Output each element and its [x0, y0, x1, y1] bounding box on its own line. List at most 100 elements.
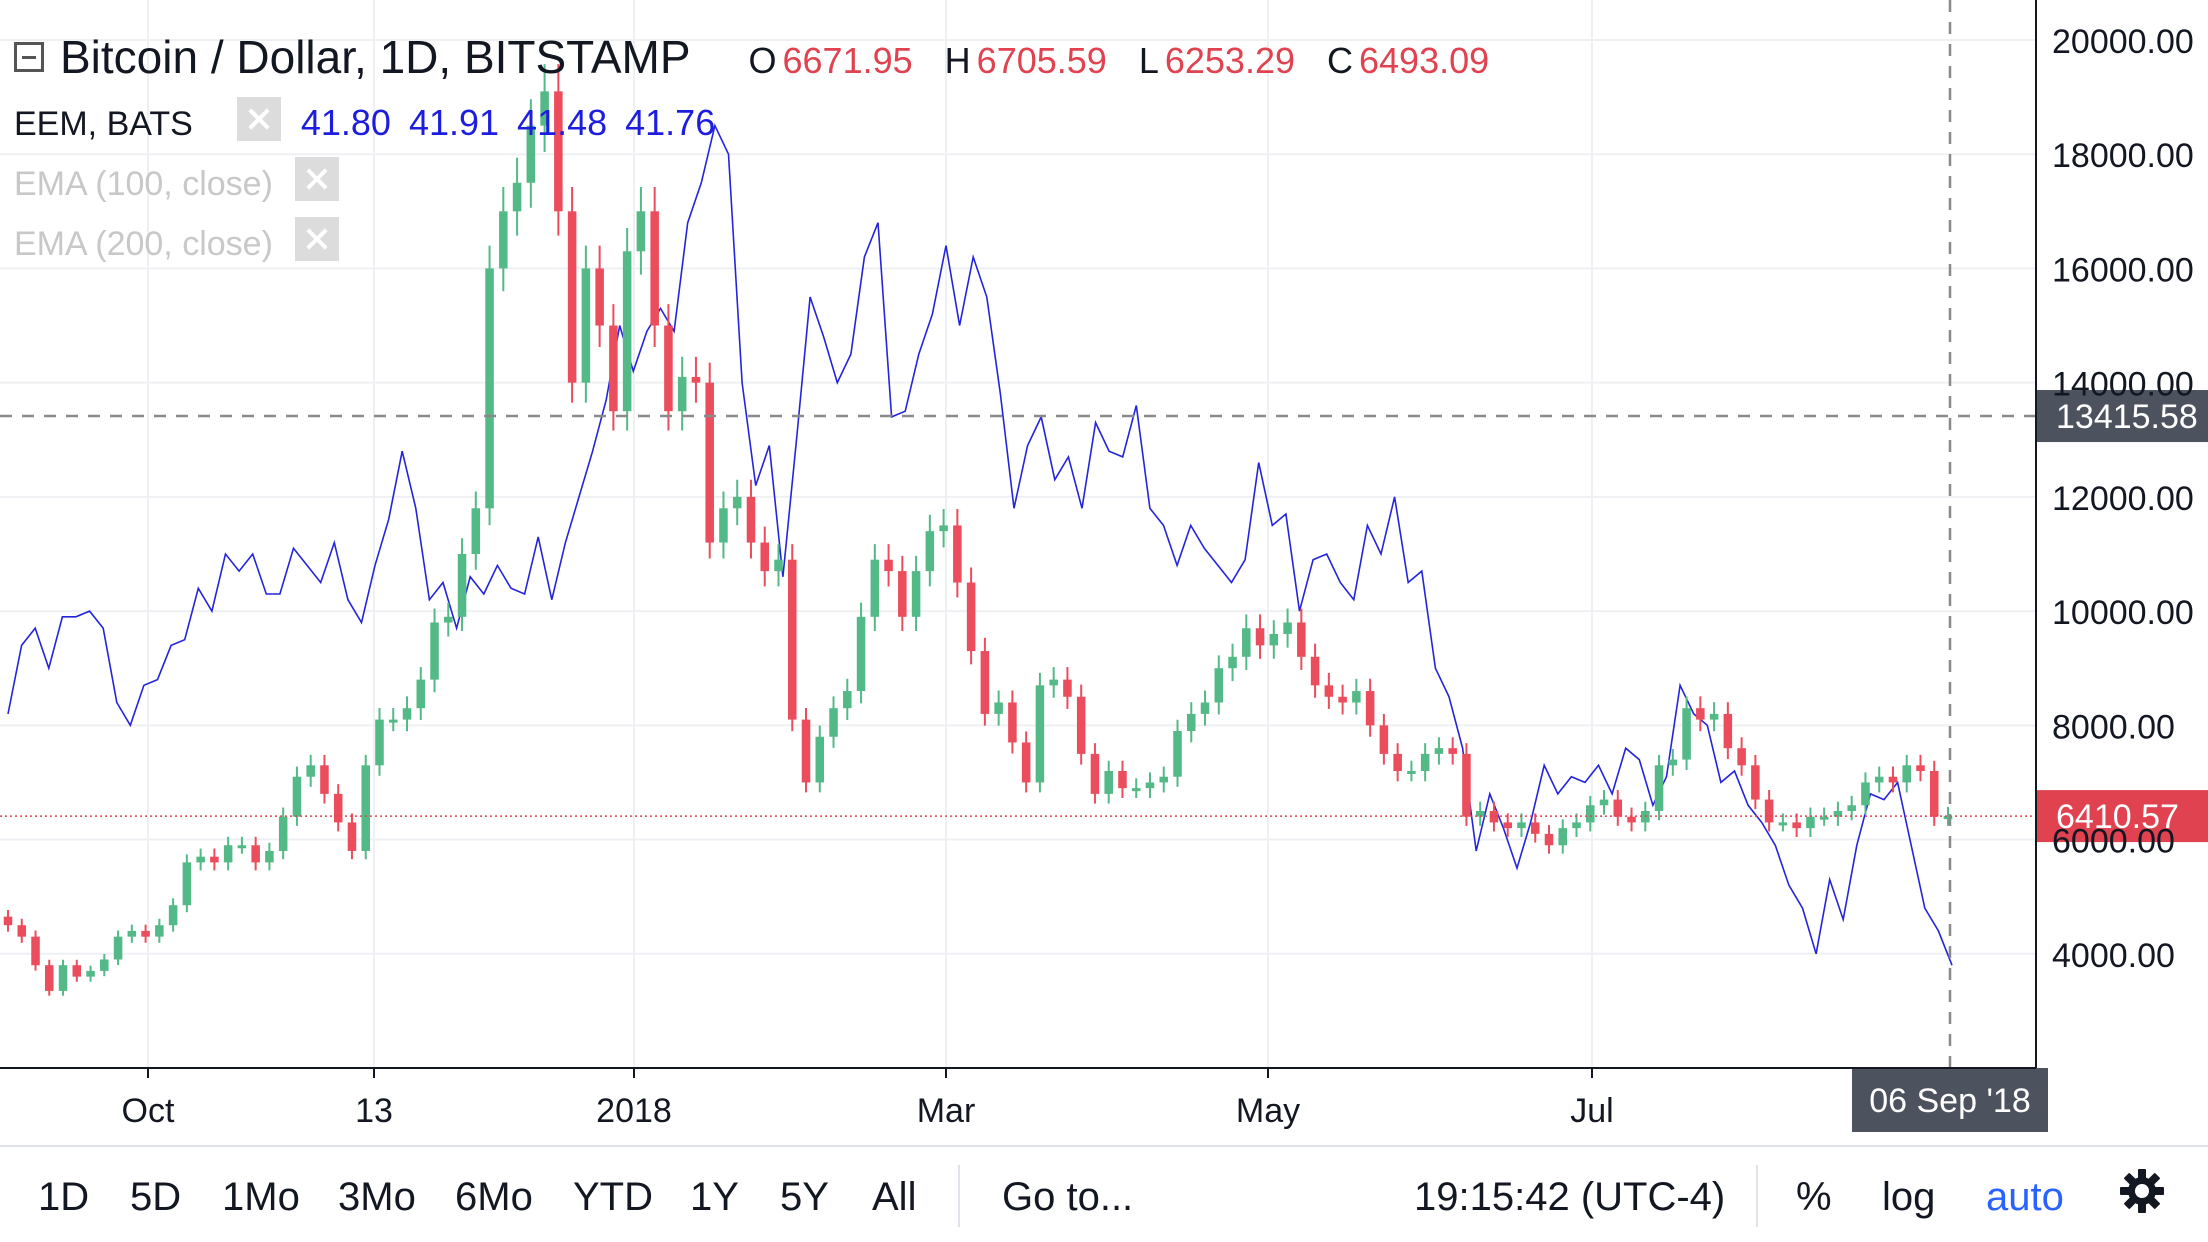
- candle: [457, 538, 467, 631]
- candle: [31, 930, 40, 971]
- candle-body: [1090, 753, 1100, 794]
- candle: [444, 602, 453, 637]
- candle-body: [31, 936, 40, 966]
- candle: [1379, 713, 1389, 765]
- price-chart[interactable]: 6410.57 13415.58 06 Sep '18 4000.00 6000.00…: [0, 0, 2208, 1145]
- y-tick-label: 20000.00: [2052, 23, 2194, 61]
- candle-body: [1173, 731, 1182, 777]
- candle: [86, 965, 95, 982]
- candle: [45, 959, 54, 996]
- candle-body: [1572, 822, 1581, 829]
- candle: [1723, 702, 1733, 760]
- candle: [856, 602, 866, 704]
- candle-body: [1324, 685, 1334, 697]
- remove-ema200-icon[interactable]: [294, 216, 339, 261]
- candle: [787, 544, 797, 732]
- candle-body: [1420, 753, 1430, 772]
- chart-area[interactable]: 6410.57 13415.58 06 Sep '18 4000.00 6000.00…: [0, 0, 2208, 1145]
- clock-timezone[interactable]: 19:15:42 (UTC-4): [1414, 1175, 1726, 1219]
- symbol-title: Bitcoin / Dollar, 1D, BITSTAMP: [60, 31, 690, 83]
- range-6mo-button[interactable]: 6Mo: [455, 1175, 533, 1219]
- candle: [416, 667, 426, 721]
- candle-body: [911, 571, 921, 617]
- ohlc-value: 6493.09: [1359, 40, 1490, 81]
- candle: [1269, 620, 1279, 659]
- candle-body: [760, 542, 770, 572]
- candle: [774, 544, 783, 587]
- candle: [1173, 719, 1182, 787]
- candle: [1792, 813, 1801, 837]
- candle: [609, 304, 618, 431]
- toolbar-divider: [1756, 1165, 1758, 1227]
- candle: [1654, 754, 1664, 821]
- goto-button[interactable]: Go to...: [1002, 1175, 1134, 1219]
- gear-icon[interactable]: [2118, 1167, 2166, 1215]
- candle-body: [1407, 771, 1416, 775]
- candle: [375, 708, 384, 776]
- candle: [677, 356, 687, 431]
- candle-body: [829, 708, 838, 737]
- collapse-icon[interactable]: [14, 41, 44, 72]
- candle-body: [416, 679, 426, 709]
- candle-body: [801, 719, 811, 783]
- candle-body: [1806, 816, 1815, 829]
- candle-body: [402, 708, 412, 720]
- candle: [58, 959, 68, 996]
- range-1d-button[interactable]: 1D: [38, 1175, 90, 1219]
- ohlc-key: L: [1138, 40, 1159, 81]
- candle: [953, 509, 962, 598]
- axes: 4000.00 6000.00 8000.00 10000.00 12000.00 140…: [0, 0, 2194, 1130]
- candle: [512, 157, 522, 236]
- candle-body: [1819, 816, 1829, 820]
- candle-body: [141, 930, 150, 937]
- candle: [898, 555, 907, 631]
- candle-body: [664, 325, 673, 412]
- candle-body: [1723, 713, 1733, 749]
- candle-body: [86, 970, 95, 977]
- range-5d-button[interactable]: 5D: [130, 1175, 182, 1219]
- candle-body: [361, 765, 370, 851]
- candle: [1696, 696, 1705, 732]
- candle-body: [265, 850, 274, 863]
- candle: [1902, 754, 1911, 793]
- remove-ema100-icon[interactable]: [294, 156, 339, 201]
- candle: [1338, 684, 1347, 715]
- candle-body: [168, 905, 178, 926]
- candle: [705, 362, 714, 559]
- candle: [430, 608, 439, 693]
- percent-scale-button[interactable]: %: [1796, 1175, 1832, 1219]
- ohlc-value: 6671.95: [782, 40, 913, 81]
- range-1mo-button[interactable]: 1Mo: [222, 1175, 300, 1219]
- candle: [1530, 813, 1540, 843]
- candle: [1833, 801, 1843, 826]
- candle: [237, 836, 247, 854]
- range-3mo-button[interactable]: 3Mo: [338, 1175, 416, 1219]
- candle: [911, 555, 921, 631]
- crosshair-date-label-bg: [1852, 1068, 2048, 1132]
- range-all-button[interactable]: All: [872, 1175, 917, 1219]
- log-scale-button[interactable]: log: [1882, 1175, 1936, 1219]
- auto-scale-button[interactable]: auto: [1986, 1175, 2064, 1219]
- candle-body: [512, 182, 522, 212]
- candle: [1861, 772, 1870, 815]
- x-tick-label: May: [1236, 1092, 1300, 1130]
- candle-body: [1751, 765, 1760, 800]
- candle-body: [1530, 822, 1540, 834]
- candle-body: [953, 525, 962, 583]
- candle-body: [1668, 759, 1678, 766]
- crosshair: 6410.57 13415.58 06 Sep '18: [0, 0, 2208, 1132]
- remove-overlay-icon[interactable]: [236, 96, 281, 141]
- range-1y-button[interactable]: 1Y: [690, 1175, 739, 1219]
- candle-body: [540, 91, 549, 126]
- candle: [1475, 801, 1485, 826]
- candle-body: [636, 211, 646, 252]
- overlay-title: EEM, BATS: [14, 105, 193, 143]
- ema100-label: EMA (100, close): [14, 165, 273, 203]
- candle: [1297, 608, 1306, 670]
- range-ytd-button[interactable]: YTD: [573, 1175, 653, 1219]
- candle-body: [1503, 822, 1512, 829]
- ohlc-values: O 6671.95 H 6705.59 L 6253.29 C 6493.09: [749, 40, 1512, 81]
- candle: [1544, 825, 1554, 854]
- range-5y-button[interactable]: 5Y: [780, 1175, 829, 1219]
- candle: [884, 544, 893, 587]
